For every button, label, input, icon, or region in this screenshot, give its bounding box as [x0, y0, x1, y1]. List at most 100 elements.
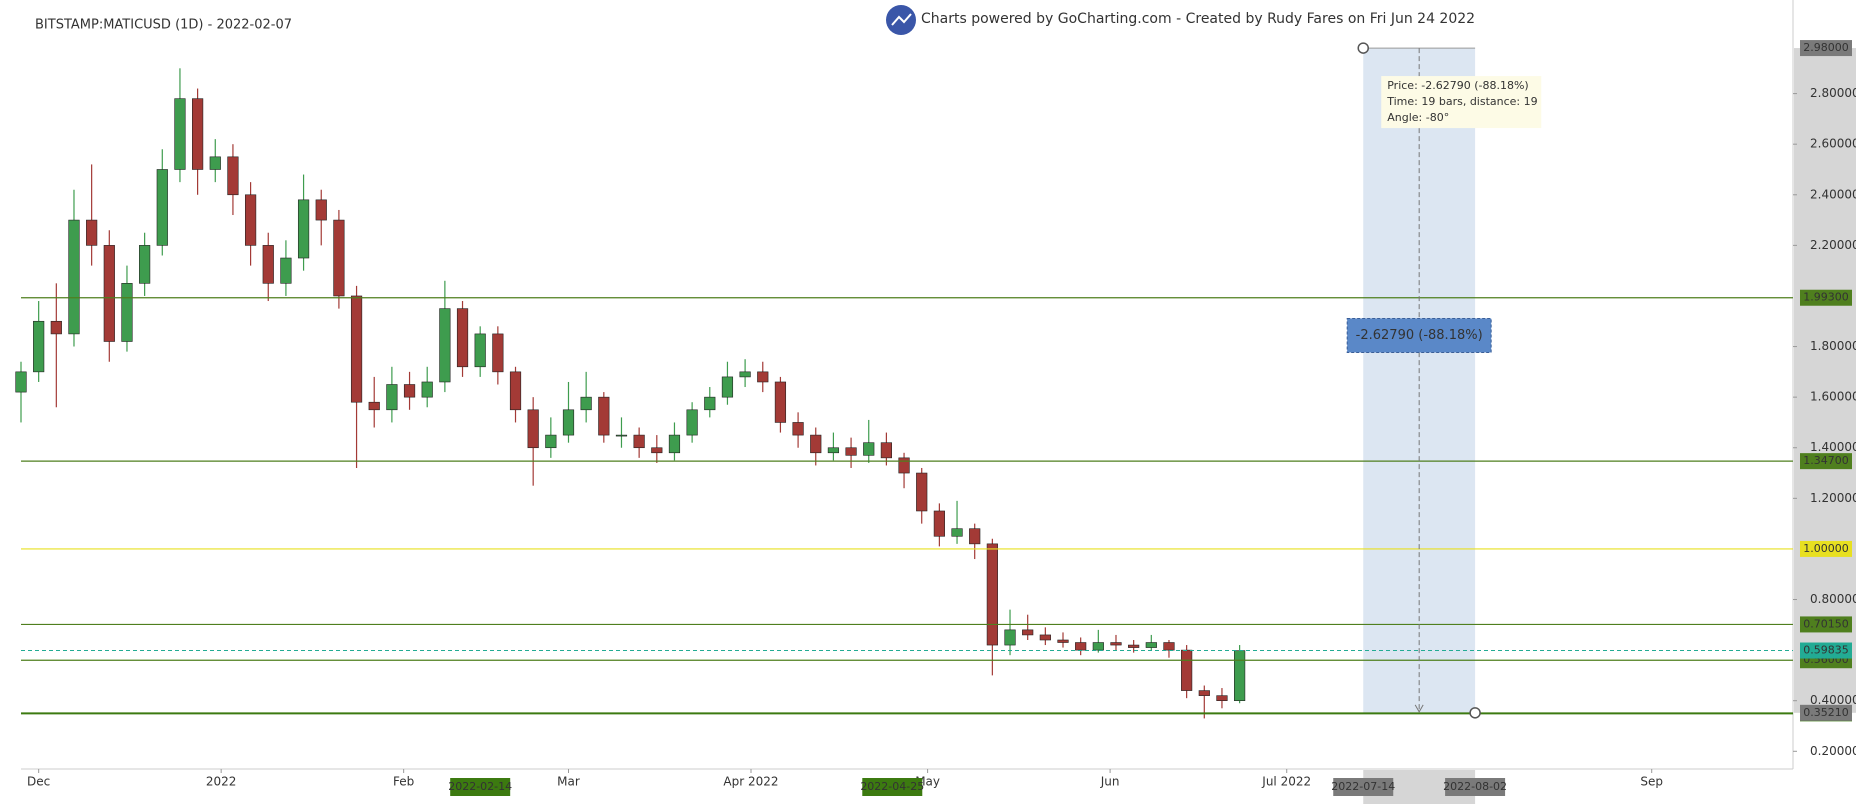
candle-body — [651, 447, 663, 454]
level-label-box — [1800, 453, 1852, 470]
axis-range-band — [1794, 48, 1856, 713]
measure-date-box — [1333, 778, 1394, 796]
measure-price-label: 0.35210 — [1803, 706, 1849, 719]
candle-body — [1022, 629, 1034, 636]
candle-body — [1181, 649, 1193, 691]
measure-tooltip-box — [1381, 76, 1542, 129]
candle-body — [898, 457, 910, 474]
candle-body — [986, 543, 998, 646]
measure-tooltip-line: Angle: -80° — [1387, 111, 1449, 124]
candle-body — [50, 320, 62, 335]
candle-body — [139, 245, 151, 284]
y-tick-label: 1.20000 — [1810, 491, 1856, 505]
candle-body — [474, 333, 486, 368]
y-tick-label: 1.40000 — [1810, 440, 1856, 454]
candle-body — [350, 295, 363, 403]
candle-body — [1163, 642, 1175, 651]
level-label: 0.70150 — [1803, 617, 1849, 630]
candle-body — [863, 442, 875, 456]
y-tick-label: 1.60000 — [1810, 390, 1856, 404]
candle-body — [827, 447, 840, 454]
date-marker-label: 2022-04-25 — [860, 780, 924, 793]
candle-body — [244, 194, 257, 246]
candle-body — [333, 219, 345, 297]
measure-tooltip-line: Time: 19 bars, distance: 19 — [1386, 95, 1537, 108]
candle-body — [774, 381, 787, 423]
candle-body — [1039, 634, 1051, 641]
measure-date-box — [1445, 778, 1506, 796]
candle-body — [598, 396, 610, 436]
candle-body — [810, 434, 822, 454]
candle-body — [704, 396, 716, 411]
candle-body — [156, 169, 168, 246]
candle-body — [933, 510, 945, 537]
chart-subtitle: Charts powered by GoCharting.com - Creat… — [921, 11, 1475, 27]
measure-tooltip-line: Price: -2.62790 (-88.18%) — [1387, 79, 1529, 92]
candle-body — [68, 219, 80, 335]
y-tick-label: 0.20000 — [1810, 744, 1856, 758]
level-label: 1.34700 — [1803, 454, 1849, 467]
x-tick-label: Sep — [1640, 775, 1663, 789]
candle-body — [721, 376, 734, 398]
measure-arrowhead — [1414, 704, 1424, 713]
measure-handle — [1469, 707, 1481, 719]
candle-body — [668, 434, 681, 454]
candle-body — [545, 434, 557, 449]
candle-body — [845, 447, 857, 456]
chart-title: BITSTAMP:MATICUSD (1D) - 2022-02-07 — [35, 18, 292, 33]
y-tick-label: 2.20000 — [1810, 238, 1856, 252]
candle-body — [951, 528, 963, 537]
level-label: 1.99300 — [1803, 291, 1849, 304]
x-tick-label: Mar — [557, 775, 580, 789]
candle-body — [1057, 639, 1069, 643]
candle-body — [297, 199, 310, 259]
candle-body — [227, 156, 239, 196]
level-label-box — [1800, 289, 1852, 306]
x-tick-label: Apr 2022 — [723, 775, 778, 789]
candle-body — [969, 528, 981, 545]
y-tick-label: 0.40000 — [1810, 693, 1856, 707]
y-tick-label: 1.80000 — [1810, 339, 1856, 353]
candle-body — [1004, 629, 1016, 646]
measure-date-label: 2022-08-02 — [1443, 780, 1507, 793]
candle-body — [1110, 642, 1122, 646]
candle-body — [1075, 642, 1087, 651]
candle-body — [439, 308, 451, 383]
measure-label: -2.62790 (-88.18%) — [1356, 328, 1483, 343]
candle-body — [386, 384, 398, 411]
candle-body — [456, 308, 469, 368]
date-marker-box — [450, 778, 511, 796]
current-price-label: 0.59835 — [1803, 644, 1849, 657]
date-marker-label: 2022-02-14 — [448, 780, 512, 793]
candle-body — [580, 396, 592, 411]
y-tick-label: 2.80000 — [1810, 86, 1856, 100]
candle-body — [1234, 650, 1246, 702]
y-tick-label: 2.60000 — [1810, 137, 1856, 151]
x-tick-label: 2022 — [206, 775, 237, 789]
candle-body — [262, 245, 274, 284]
level-label-box — [1800, 540, 1852, 557]
candle-body — [1198, 690, 1210, 696]
x-tick-label: Feb — [393, 775, 414, 789]
candle-body — [15, 371, 27, 393]
candle-body — [562, 409, 575, 436]
candle-body — [792, 422, 804, 436]
measure-date-label: 2022-07-14 — [1331, 780, 1395, 793]
candle-body — [492, 333, 504, 373]
candle-body — [739, 371, 751, 378]
measure-price-box — [1800, 40, 1852, 57]
date-marker-box — [862, 778, 923, 796]
candle-body — [1145, 642, 1157, 648]
measure-handle — [1357, 42, 1369, 54]
candle-body — [209, 156, 221, 170]
candle-body — [880, 442, 892, 459]
candle-body — [174, 98, 186, 170]
candle-body — [103, 245, 115, 342]
candle-body — [615, 434, 628, 437]
level-label-box — [1800, 616, 1852, 633]
x-tick-label: Jun — [1100, 775, 1120, 789]
measure-price-box — [1800, 704, 1852, 721]
candle-body — [509, 371, 522, 411]
candle-body — [421, 381, 433, 398]
